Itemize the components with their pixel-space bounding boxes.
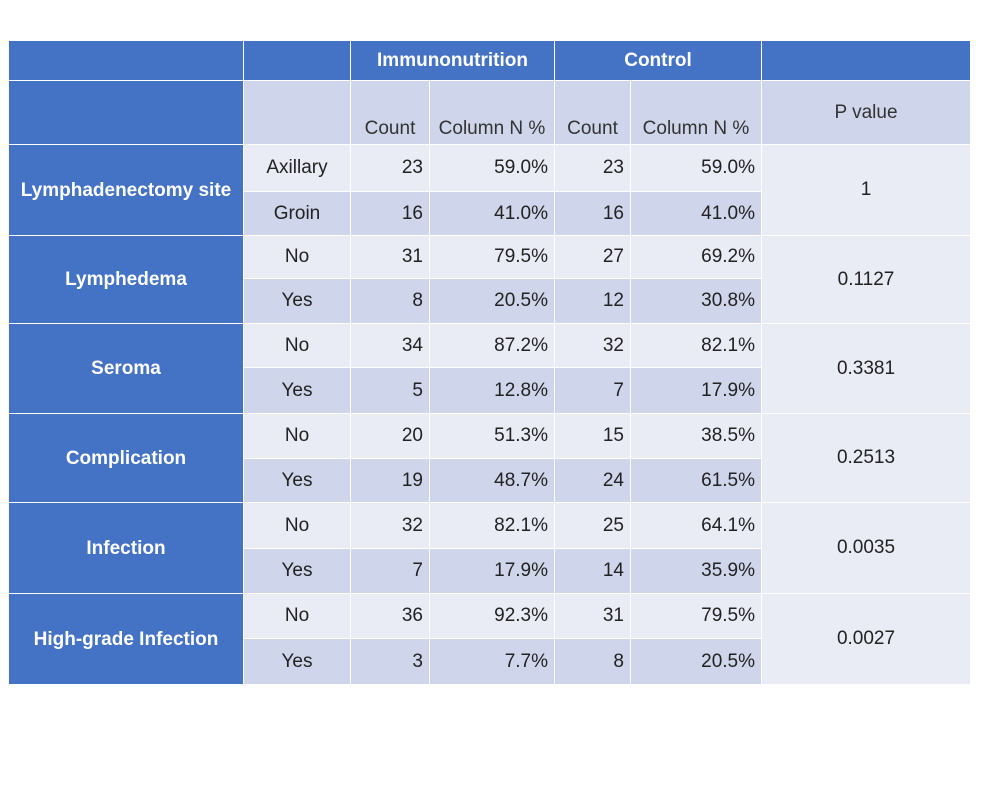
level-label: Axillary [243,144,351,192]
group-header-control: Control [554,40,762,81]
percent-cell: 12.8% [429,367,555,414]
p-value-cell: 1 [761,144,971,236]
table-row: High-grade Infection No 36 92.3% 31 79.5% 0.00… [8,593,971,685]
count-cell: 5 [350,367,430,414]
p-value-cell: 0.1127 [761,235,971,324]
count-cell: 24 [554,458,631,503]
subheader-column-n: Column N % [429,80,555,145]
level-label: No [243,323,351,368]
percent-cell: 17.9% [630,367,762,414]
count-cell: 7 [350,548,430,594]
level-label: No [243,413,351,459]
p-value-cell: 0.0035 [761,502,971,594]
table-row: Yes 7 17.9% 14 35.9% [9,548,971,594]
count-cell: 36 [350,593,430,639]
table-row: Seroma No 34 87.2% 32 82.1% 0.3381 [8,323,971,414]
count-cell: 32 [554,323,631,368]
count-cell: 3 [350,638,430,685]
row-header: High-grade Infection [8,593,244,685]
table-row: Yes 19 48.7% 24 61.5% [9,458,971,503]
row-header: Complication [8,413,244,503]
count-cell: 20 [350,413,430,459]
count-cell: 14 [554,548,631,594]
p-value-cell: 0.0027 [761,593,971,685]
percent-cell: 61.5% [630,458,762,503]
subheader-count: Count [554,80,631,145]
percent-cell: 7.7% [429,638,555,685]
percent-cell: 69.2% [630,235,762,279]
table-row: Yes 3 7.7% 8 20.5% [9,638,971,685]
percent-cell: 41.0% [630,191,762,236]
percent-cell: 59.0% [630,144,762,192]
level-label: No [243,235,351,279]
percent-cell: 82.1% [630,323,762,368]
p-value-cell: 0.3381 [761,323,971,414]
count-cell: 15 [554,413,631,459]
subheader-column-n: Column N % [630,80,762,145]
percent-cell: 79.5% [630,593,762,639]
percent-cell: 35.9% [630,548,762,594]
count-cell: 7 [554,367,631,414]
percent-cell: 20.5% [630,638,762,685]
count-cell: 25 [554,502,631,549]
count-cell: 19 [350,458,430,503]
percent-cell: 64.1% [630,502,762,549]
results-table: Immunonutrition Control Count Column N %… [8,40,971,685]
subheader-count: Count [350,80,430,145]
table-row: Yes 5 12.8% 7 17.9% [9,367,971,414]
level-label: Yes [243,548,351,594]
table-row: Complication No 20 51.3% 15 38.5% 0.2513 [8,413,971,503]
table-row: Infection No 32 82.1% 25 64.1% 0.0035 [8,502,971,594]
row-header: Seroma [8,323,244,414]
p-value-cell: 0.2513 [761,413,971,503]
percent-cell: 79.5% [429,235,555,279]
corner-cell [8,40,244,81]
corner-cell [8,80,244,145]
count-cell: 16 [350,191,430,236]
percent-cell: 51.3% [429,413,555,459]
count-cell: 8 [350,278,430,324]
percent-cell: 82.1% [429,502,555,549]
percent-cell: 87.2% [429,323,555,368]
percent-cell: 59.0% [429,144,555,192]
subheader-blank [243,80,351,145]
count-cell: 27 [554,235,631,279]
corner-cell [761,40,971,81]
level-label: No [243,593,351,639]
level-label: Groin [243,191,351,236]
percent-cell: 41.0% [429,191,555,236]
group-header-immunonutrition: Immunonutrition [350,40,555,81]
percent-cell: 38.5% [630,413,762,459]
p-value-header: P value [761,80,971,145]
table-row: Lymphadenectomy site Axillary 23 59.0% 23 59.… [8,144,971,236]
corner-cell [243,40,351,81]
count-cell: 23 [554,144,631,192]
table-row: Groin 16 41.0% 16 41.0% [9,191,971,236]
row-header: Lymphedema [8,235,244,324]
row-header: Lymphadenectomy site [8,144,244,236]
level-label: Yes [243,278,351,324]
percent-cell: 92.3% [429,593,555,639]
level-label: No [243,502,351,549]
count-cell: 34 [350,323,430,368]
count-cell: 16 [554,191,631,236]
count-cell: 31 [350,235,430,279]
level-label: Yes [243,638,351,685]
count-cell: 12 [554,278,631,324]
percent-cell: 20.5% [429,278,555,324]
count-cell: 31 [554,593,631,639]
count-cell: 32 [350,502,430,549]
percent-cell: 48.7% [429,458,555,503]
percent-cell: 17.9% [429,548,555,594]
row-header: Infection [8,502,244,594]
level-label: Yes [243,367,351,414]
table-row: Lymphedema No 31 79.5% 27 69.2% 0.1127 [8,235,971,324]
count-cell: 23 [350,144,430,192]
level-label: Yes [243,458,351,503]
percent-cell: 30.8% [630,278,762,324]
count-cell: 8 [554,638,631,685]
